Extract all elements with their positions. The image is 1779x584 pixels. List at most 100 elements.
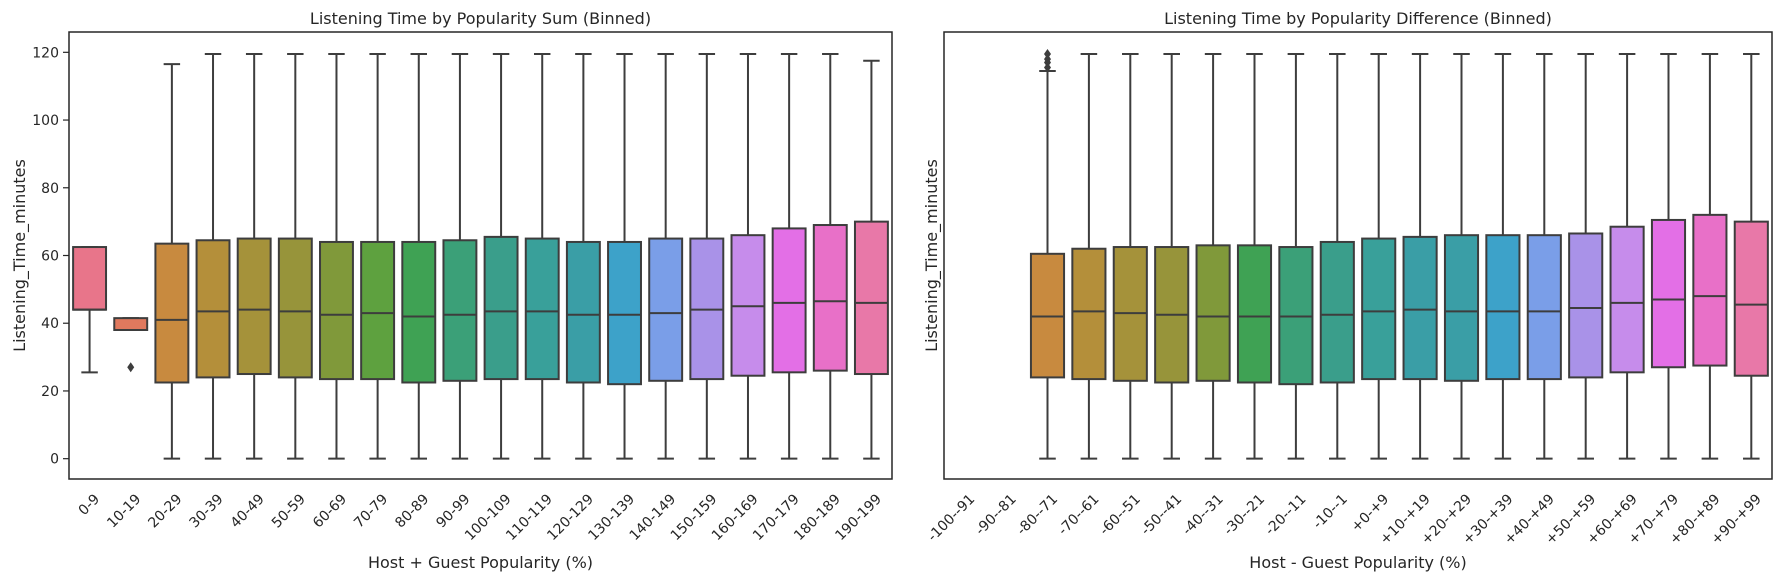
box-150-159 [689,53,725,460]
x-tick-label: 10-19 [104,491,144,531]
box-180-189 [812,53,848,460]
box-100-109 [483,53,519,460]
box-10-19 [113,317,149,373]
box-body [1609,225,1645,374]
outlier-point [1044,62,1051,73]
x-tick-label: -50--41 [1138,491,1185,538]
box-body [442,239,478,382]
box-body [1319,240,1355,384]
x-tick-label: 20-29 [145,491,185,531]
box-body [1236,244,1273,384]
box--30--21 [1236,53,1273,460]
box-+60-+69 [1609,53,1645,460]
box-body [154,242,190,384]
box-50-59 [277,53,313,460]
box-body [771,227,807,374]
box--80--71 [1029,49,1066,460]
x-tick-label: 50-59 [269,491,309,531]
box-body [648,237,684,382]
box-110-119 [524,53,560,460]
x-tick-label: 70-79 [351,491,391,531]
box-40-49 [236,53,272,460]
x-tick-label: -40--31 [1179,491,1226,538]
chart-panel-popularity-sum: Listening Time by Popularity Sum (Binned… [10,9,893,572]
outlier-point [1044,49,1051,60]
box-190-199 [853,59,889,460]
x-tick-label: -70--61 [1055,491,1102,538]
box--20--11 [1278,53,1314,460]
box-body [319,240,354,381]
box-30-39 [195,53,231,460]
box-body [1526,234,1562,381]
box-body [483,235,519,381]
box-20-29 [154,63,190,460]
x-tick-label: 40-49 [228,491,268,531]
chart-panel-popularity-difference: Listening Time by Popularity Difference … [922,9,1773,572]
x-tick-label: -10--1 [1310,491,1351,532]
box-140-149 [648,53,684,460]
box-body [1692,213,1728,367]
plot-frame [68,31,893,480]
box-body [1650,218,1687,369]
y-tick-label: 0 [50,452,59,468]
plot-frame [943,31,1773,480]
y-tick-label: 60 [41,249,59,265]
box--60--51 [1112,53,1148,460]
outlier-point [1044,54,1051,65]
x-tick-label: 0-9 [76,491,103,518]
x-tick-label: 90-99 [433,491,473,531]
x-axis-label: Host - Guest Popularity (%) [1249,553,1466,572]
x-tick-label: -20--11 [1262,491,1309,538]
y-tick-label: 120 [32,45,59,61]
box--10--1 [1319,53,1355,460]
box-120-129 [565,53,601,460]
box-body [1733,220,1769,377]
box--40--31 [1195,53,1231,460]
box-0-9 [72,246,108,374]
box-+50-+59 [1568,53,1604,460]
box-body [1485,234,1521,381]
x-tick-label: -90--81 [972,491,1019,538]
box-body [565,240,601,384]
x-tick-label: -80--71 [1014,491,1061,538]
box-body [401,240,437,384]
box-body [360,240,396,381]
y-tick-label: 100 [32,113,59,129]
box-body [1361,237,1397,381]
box-60-69 [319,53,354,460]
box-body [1402,235,1438,381]
box-90-99 [442,53,478,460]
box-+80-+89 [1692,53,1728,460]
y-tick-label: 80 [41,181,59,197]
box-+30-+39 [1485,53,1521,460]
box-body [277,237,313,379]
y-axis-label: Listening_Time_minutes [922,159,942,352]
box-+10-+19 [1402,53,1438,460]
x-tick-label: 80-89 [392,491,432,531]
box-body [853,220,889,376]
x-axis-label: Host + Guest Popularity (%) [368,553,593,572]
chart-title: Listening Time by Popularity Sum (Binned… [310,9,651,28]
y-tick-label: 40 [41,316,59,332]
box-body [72,246,108,311]
box-body [812,224,848,372]
outlier-point [127,362,135,373]
box-body [1195,244,1231,382]
y-tick-label: 20 [41,384,59,400]
x-tick-label: -60--51 [1097,491,1144,538]
chart-title: Listening Time by Popularity Difference … [1164,9,1552,28]
box--50--41 [1154,53,1190,460]
x-tick-label: -30--21 [1221,491,1268,538]
box-130-139 [607,53,642,460]
box-160-169 [730,53,766,460]
box-170-179 [771,53,807,460]
box-body [236,237,272,376]
box-body [113,317,149,332]
box-body [524,237,560,381]
x-tick-label: 30-39 [187,491,227,531]
box-body [1443,234,1480,382]
x-tick-label: 60-69 [310,491,350,531]
y-axis-label: Listening_Time_minutes [10,159,30,352]
x-tick-label: -100--91 [925,491,979,545]
